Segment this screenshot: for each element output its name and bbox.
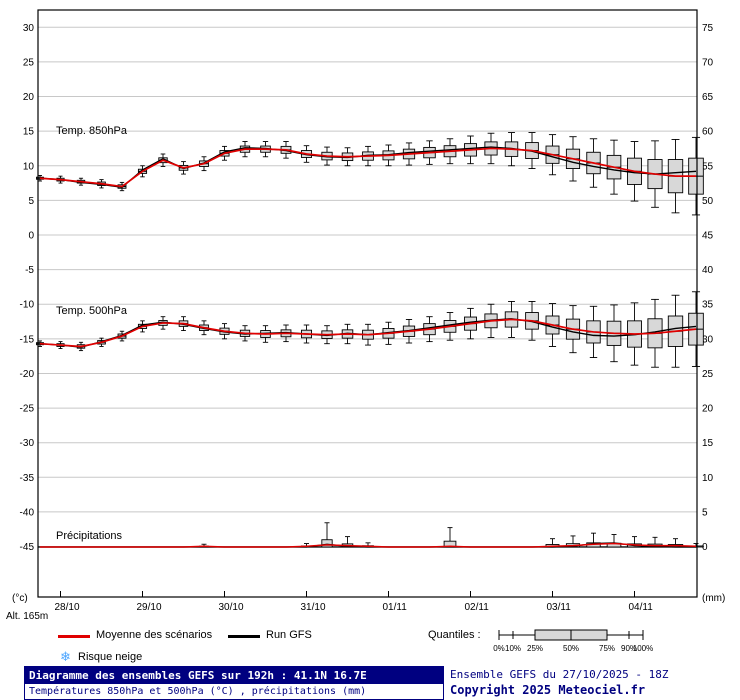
mean-line-swatch (58, 635, 90, 638)
left-axis-tick-label: -40 (20, 507, 35, 518)
quantile-tick-label: 50% (562, 644, 580, 653)
right-axis-tick-label: 60 (702, 127, 714, 138)
quantile-tick-label: 10% (504, 644, 522, 653)
left-axis-tick-label: -20 (20, 369, 35, 380)
left-axis-tick-label: -45 (20, 542, 35, 553)
run-line-swatch (228, 635, 260, 638)
right-axis-tick-label: 70 (702, 57, 714, 68)
left-axis-tick-label: 5 (28, 196, 34, 207)
right-axis-tick-label: 20 (702, 404, 714, 415)
left-axis-tick-label: -30 (20, 438, 35, 449)
date-tick-label: 01/11 (383, 602, 408, 613)
right-axis-tick-label: 40 (702, 265, 714, 276)
left-axis-tick-label: 15 (23, 127, 35, 138)
left-axis-tick-label: 25 (23, 57, 35, 68)
right-axis-tick-label: 15 (702, 438, 714, 449)
right-axis-tick-label: 5 (702, 507, 708, 518)
quantile-tick-label: 0% (493, 644, 505, 653)
mean-line-label: Moyenne des scénarios (96, 629, 213, 641)
left-axis-tick-label: 30 (23, 23, 35, 34)
diagram-title: Diagramme des ensembles GEFS sur 192h : … (25, 667, 443, 684)
date-tick-label: 29/10 (137, 602, 162, 613)
right-axis-tick-label: 50 (702, 196, 714, 207)
left-axis-tick-label: -15 (20, 334, 35, 345)
snowflake-icon: ❄ (60, 649, 71, 664)
date-tick-label: 31/10 (301, 602, 326, 613)
footer-run-box: Ensemble GEFS du 27/10/2025 - 18Z Copyri… (450, 666, 736, 697)
right-axis-tick-label: 75 (702, 23, 714, 34)
footer-info-box: Diagramme des ensembles GEFS sur 192h : … (24, 666, 444, 700)
snow-risk-label: Risque neige (78, 651, 143, 663)
diagram-subtitle: Températures 850hPa et 500hPa (°C) , pré… (25, 684, 443, 699)
t850-mean-line (39, 147, 696, 188)
quantile-tick-labels: 0% 10% 25% 50% 75% 90% 100% (493, 644, 653, 654)
t500-mean-line (39, 318, 697, 348)
left-axis-tick-label: -35 (20, 473, 35, 484)
date-tick-label: 04/11 (629, 602, 654, 613)
copyright: Copyright 2025 Meteociel.fr (450, 683, 646, 697)
right-axis-unit: (mm) (702, 593, 725, 604)
right-axis-tick-label: 45 (702, 231, 714, 242)
quantile-tick-label: 75% (598, 644, 616, 653)
date-tick-label: 03/11 (547, 602, 572, 613)
right-axis-tick-label: 10 (702, 473, 714, 484)
left-axis-tick-label: 10 (23, 161, 35, 172)
right-axis-tick-label: 35 (702, 300, 714, 311)
date-tick-label: 30/10 (219, 602, 244, 613)
quantile-tick-label: 90% (620, 644, 638, 653)
right-axis-tick-label: 0 (702, 542, 708, 553)
left-axis-tick-label: 0 (28, 231, 34, 242)
quantiles-glyph (498, 629, 644, 641)
right-axis-tick-label: 30 (702, 334, 714, 345)
t500-panel-label: Temp. 500hPa (56, 305, 128, 317)
left-axis-tick-label: -10 (20, 300, 35, 311)
precip-mean-line (40, 542, 697, 548)
left-axis-tick-label: 20 (23, 92, 35, 103)
date-tick-label: 28/10 (55, 602, 80, 613)
quantile-tick-label: 25% (526, 644, 544, 653)
quantile-tick-label: 100% (632, 644, 654, 653)
run-line-label: Run GFS (266, 629, 312, 641)
t850-panel-label: Temp. 850hPa (56, 125, 128, 137)
right-axis-tick-label: 25 (702, 369, 714, 380)
date-tick-label: 02/11 (465, 602, 490, 613)
left-axis-unit: (°c) (12, 593, 28, 604)
right-axis-tick-label: 55 (702, 161, 714, 172)
altitude-label: Alt. 165m (6, 611, 49, 622)
run-info: Ensemble GEFS du 27/10/2025 - 18Z (450, 668, 669, 681)
left-axis-tick-label: -5 (25, 265, 34, 276)
precip-panel-label: Précipitations (56, 530, 123, 542)
left-axis-tick-label: -25 (20, 404, 35, 415)
quantiles-label: Quantiles : (428, 629, 481, 641)
right-axis-tick-label: 65 (702, 92, 714, 103)
precip-box (321, 539, 333, 548)
plot-frame (37, 9, 698, 598)
